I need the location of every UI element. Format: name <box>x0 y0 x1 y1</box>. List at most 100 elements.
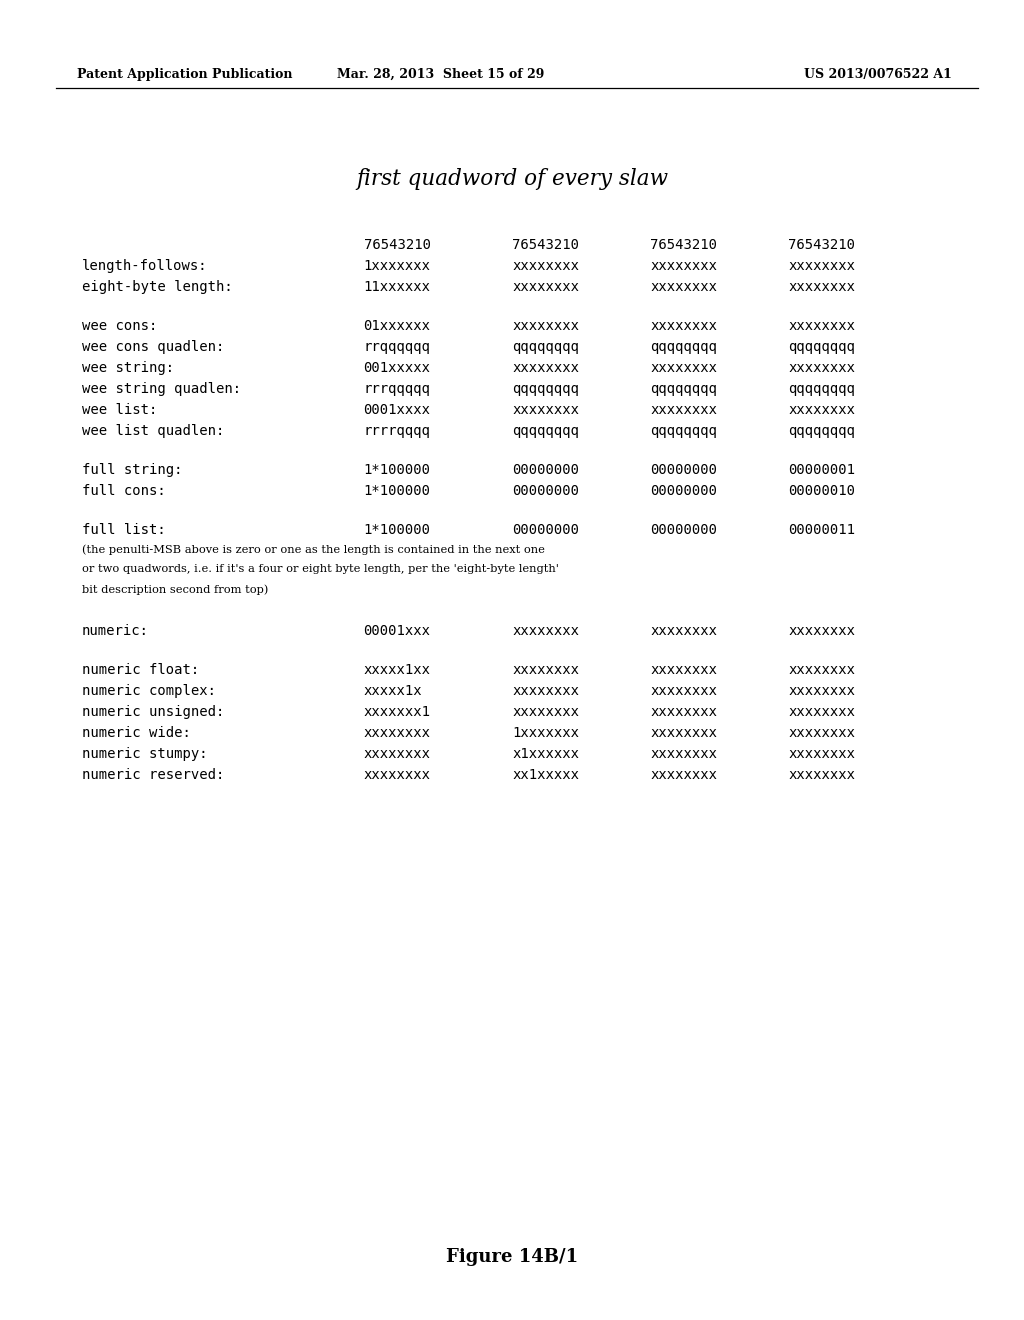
Text: first quadword of every slaw: first quadword of every slaw <box>356 168 668 190</box>
Text: xxxxx1x: xxxxx1x <box>364 684 422 698</box>
Text: xxxxxxxx: xxxxxxxx <box>512 624 579 638</box>
Text: Patent Application Publication: Patent Application Publication <box>77 69 292 81</box>
Text: qqqqqqqq: qqqqqqqq <box>512 424 579 438</box>
Text: qqqqqqqq: qqqqqqqq <box>650 424 717 438</box>
Text: qqqqqqqq: qqqqqqqq <box>512 381 579 396</box>
Text: 76543210: 76543210 <box>364 238 430 252</box>
Text: 1*100000: 1*100000 <box>364 463 430 477</box>
Text: xxxxxxxx: xxxxxxxx <box>788 624 855 638</box>
Text: 1xxxxxxx: 1xxxxxxx <box>364 259 430 273</box>
Text: US 2013/0076522 A1: US 2013/0076522 A1 <box>805 69 952 81</box>
Text: (the penulti-MSB above is zero or one as the length is contained in the next one: (the penulti-MSB above is zero or one as… <box>82 544 545 554</box>
Text: xxxxxxxx: xxxxxxxx <box>650 280 717 294</box>
Text: wee cons quadlen:: wee cons quadlen: <box>82 341 224 354</box>
Text: 76543210: 76543210 <box>512 238 579 252</box>
Text: numeric stumpy:: numeric stumpy: <box>82 747 208 762</box>
Text: xxxxxxxx: xxxxxxxx <box>650 768 717 781</box>
Text: Figure 14B/1: Figure 14B/1 <box>445 1247 579 1266</box>
Text: xxxxxxxx: xxxxxxxx <box>788 705 855 719</box>
Text: length-follows:: length-follows: <box>82 259 208 273</box>
Text: xxxxxxxx: xxxxxxxx <box>788 360 855 375</box>
Text: 1*100000: 1*100000 <box>364 484 430 498</box>
Text: xxxxxxxx: xxxxxxxx <box>512 663 579 677</box>
Text: xxxxxxxx: xxxxxxxx <box>788 319 855 333</box>
Text: 00000000: 00000000 <box>512 484 579 498</box>
Text: wee cons:: wee cons: <box>82 319 158 333</box>
Text: x1xxxxxx: x1xxxxxx <box>512 747 579 762</box>
Text: xxxxxxxx: xxxxxxxx <box>512 403 579 417</box>
Text: full cons:: full cons: <box>82 484 166 498</box>
Text: numeric wide:: numeric wide: <box>82 726 190 741</box>
Text: 1*100000: 1*100000 <box>364 523 430 537</box>
Text: 00000000: 00000000 <box>650 484 717 498</box>
Text: numeric complex:: numeric complex: <box>82 684 216 698</box>
Text: 00000011: 00000011 <box>788 523 855 537</box>
Text: eight-byte length:: eight-byte length: <box>82 280 232 294</box>
Text: xxxxxxxx: xxxxxxxx <box>650 319 717 333</box>
Text: 76543210: 76543210 <box>650 238 717 252</box>
Text: xxxxxxx1: xxxxxxx1 <box>364 705 430 719</box>
Text: 00000000: 00000000 <box>512 463 579 477</box>
Text: wee list:: wee list: <box>82 403 158 417</box>
Text: or two quadwords, i.e. if it's a four or eight byte length, per the 'eight-byte : or two quadwords, i.e. if it's a four or… <box>82 564 559 574</box>
Text: xxxxxxxx: xxxxxxxx <box>650 663 717 677</box>
Text: xxxxxxxx: xxxxxxxx <box>650 403 717 417</box>
Text: xxxxxxxx: xxxxxxxx <box>512 684 579 698</box>
Text: xxxxx1xx: xxxxx1xx <box>364 663 430 677</box>
Text: Mar. 28, 2013  Sheet 15 of 29: Mar. 28, 2013 Sheet 15 of 29 <box>337 69 544 81</box>
Text: 00000000: 00000000 <box>650 463 717 477</box>
Text: qqqqqqqq: qqqqqqqq <box>650 381 717 396</box>
Text: numeric unsigned:: numeric unsigned: <box>82 705 224 719</box>
Text: 00000010: 00000010 <box>788 484 855 498</box>
Text: full list:: full list: <box>82 523 166 537</box>
Text: 001xxxxx: 001xxxxx <box>364 360 430 375</box>
Text: xxxxxxxx: xxxxxxxx <box>650 705 717 719</box>
Text: numeric float:: numeric float: <box>82 663 200 677</box>
Text: xxxxxxxx: xxxxxxxx <box>788 280 855 294</box>
Text: xxxxxxxx: xxxxxxxx <box>512 360 579 375</box>
Text: 00000001: 00000001 <box>788 463 855 477</box>
Text: rrrrqqqq: rrrrqqqq <box>364 424 430 438</box>
Text: 00001xxx: 00001xxx <box>364 624 430 638</box>
Text: 00000000: 00000000 <box>650 523 717 537</box>
Text: xxxxxxxx: xxxxxxxx <box>512 319 579 333</box>
Text: xxxxxxxx: xxxxxxxx <box>788 684 855 698</box>
Text: xxxxxxxx: xxxxxxxx <box>512 705 579 719</box>
Text: xxxxxxxx: xxxxxxxx <box>788 663 855 677</box>
Text: rrrqqqqq: rrrqqqqq <box>364 381 430 396</box>
Text: 00000000: 00000000 <box>512 523 579 537</box>
Text: xxxxxxxx: xxxxxxxx <box>650 624 717 638</box>
Text: xxxxxxxx: xxxxxxxx <box>364 768 430 781</box>
Text: numeric:: numeric: <box>82 624 148 638</box>
Text: xxxxxxxx: xxxxxxxx <box>650 684 717 698</box>
Text: qqqqqqqq: qqqqqqqq <box>788 341 855 354</box>
Text: rrqqqqqq: rrqqqqqq <box>364 341 430 354</box>
Text: wee string quadlen:: wee string quadlen: <box>82 381 241 396</box>
Text: 0001xxxx: 0001xxxx <box>364 403 430 417</box>
Text: xxxxxxxx: xxxxxxxx <box>788 747 855 762</box>
Text: xxxxxxxx: xxxxxxxx <box>650 360 717 375</box>
Text: numeric reserved:: numeric reserved: <box>82 768 224 781</box>
Text: xxxxxxxx: xxxxxxxx <box>364 726 430 741</box>
Text: qqqqqqqq: qqqqqqqq <box>650 341 717 354</box>
Text: xxxxxxxx: xxxxxxxx <box>650 259 717 273</box>
Text: xxxxxxxx: xxxxxxxx <box>364 747 430 762</box>
Text: 01xxxxxx: 01xxxxxx <box>364 319 430 333</box>
Text: wee string:: wee string: <box>82 360 174 375</box>
Text: 76543210: 76543210 <box>788 238 855 252</box>
Text: full string:: full string: <box>82 463 182 477</box>
Text: bit description second from top): bit description second from top) <box>82 583 268 594</box>
Text: qqqqqqqq: qqqqqqqq <box>512 341 579 354</box>
Text: qqqqqqqq: qqqqqqqq <box>788 424 855 438</box>
Text: xxxxxxxx: xxxxxxxx <box>650 747 717 762</box>
Text: xxxxxxxx: xxxxxxxx <box>788 768 855 781</box>
Text: 1xxxxxxx: 1xxxxxxx <box>512 726 579 741</box>
Text: qqqqqqqq: qqqqqqqq <box>788 381 855 396</box>
Text: xx1xxxxx: xx1xxxxx <box>512 768 579 781</box>
Text: xxxxxxxx: xxxxxxxx <box>650 726 717 741</box>
Text: xxxxxxxx: xxxxxxxx <box>788 403 855 417</box>
Text: xxxxxxxx: xxxxxxxx <box>788 259 855 273</box>
Text: wee list quadlen:: wee list quadlen: <box>82 424 224 438</box>
Text: xxxxxxxx: xxxxxxxx <box>512 280 579 294</box>
Text: xxxxxxxx: xxxxxxxx <box>512 259 579 273</box>
